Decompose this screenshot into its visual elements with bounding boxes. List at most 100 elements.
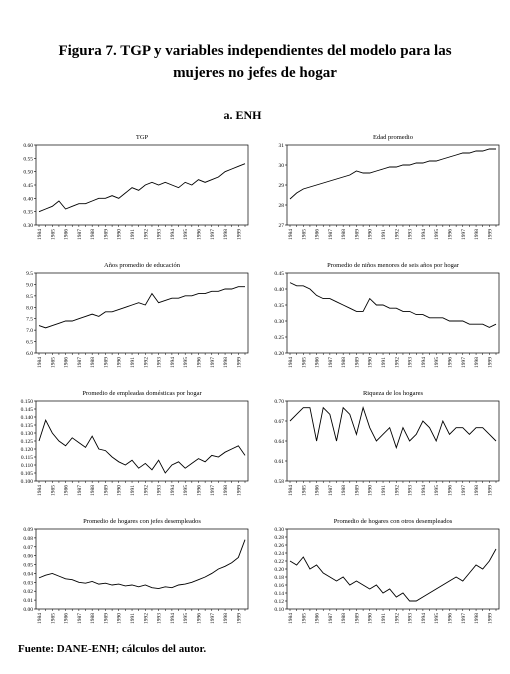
x-tick-label: 1985 xyxy=(50,229,56,240)
y-tick-label: 0.145 xyxy=(21,407,34,413)
y-tick-label: 0.61 xyxy=(274,459,284,465)
data-line xyxy=(38,539,246,590)
x-tick-label: 1999 xyxy=(236,485,242,496)
plot-frame xyxy=(35,272,249,354)
data-line xyxy=(289,148,496,200)
x-tick-label: 1998 xyxy=(223,229,229,240)
x-tick-label: 1994 xyxy=(170,357,176,368)
x-tick-label: 1989 xyxy=(354,357,360,368)
y-tick-label: 0.35 xyxy=(23,210,33,216)
x-tick-label: 1984 xyxy=(288,613,294,624)
y-tick-label: 0.58 xyxy=(274,479,284,485)
x-tick-label: 1999 xyxy=(487,613,493,624)
x-tick-label: 1995 xyxy=(183,357,189,368)
x-tick-label: 1996 xyxy=(196,229,202,240)
y-tick-label: 0.135 xyxy=(21,423,34,429)
y-tick-label: 0.26 xyxy=(274,543,284,549)
y-tick-label: 0.08 xyxy=(23,536,33,542)
y-tick-label: 0.70 xyxy=(274,399,284,405)
x-tick-label: 1995 xyxy=(434,485,440,496)
x-tick-label: 1991 xyxy=(130,613,136,624)
chart-title: Promedio de empleadas domésticas por hog… xyxy=(82,390,202,397)
x-tick-label: 1984 xyxy=(37,357,43,368)
data-line xyxy=(38,286,245,329)
x-tick-label: 1984 xyxy=(37,485,43,496)
chart-title: Promedio de hogares con jefes desemplead… xyxy=(83,518,201,525)
y-tick-label: 0.16 xyxy=(274,583,284,589)
figure-title: Figura 7. TGP y variables independientes… xyxy=(58,43,452,81)
plot-frame xyxy=(35,400,249,482)
data-line xyxy=(38,163,246,213)
y-tick-label: 0.12 xyxy=(274,599,284,605)
x-tick-label: 1987 xyxy=(77,613,83,624)
x-tick-label: 1990 xyxy=(117,357,123,368)
x-tick-label: 1991 xyxy=(381,613,387,624)
y-tick-label: 0.115 xyxy=(21,455,33,461)
x-tick-label: 1993 xyxy=(157,357,163,368)
x-tick-label: 1985 xyxy=(301,357,307,368)
x-tick-label: 1990 xyxy=(368,229,374,240)
chart-title: Promedio de hogares con otros desemplead… xyxy=(334,518,453,525)
chart: Riqueza de los hogares 0.58 0.61 0.64 0.67 0.… xyxy=(274,390,500,496)
y-tick-label: 0.105 xyxy=(21,471,34,477)
x-tick-label: 1985 xyxy=(301,485,307,496)
y-tick-label: 0.10 xyxy=(274,607,284,613)
y-tick-label: 0.125 xyxy=(21,439,34,445)
x-tick-label: 1998 xyxy=(474,485,480,496)
x-tick-label: 1984 xyxy=(37,229,43,240)
y-tick-label: 27 xyxy=(279,223,285,229)
data-line xyxy=(289,548,497,602)
x-tick-label: 1989 xyxy=(103,357,109,368)
x-tick-label: 1985 xyxy=(50,613,56,624)
x-tick-label: 1994 xyxy=(170,613,176,624)
x-tick-label: 1988 xyxy=(90,357,96,368)
x-tick-label: 1986 xyxy=(315,613,321,624)
charts: TGP 0.30 0.35 0.40 0.45 0.50 0.55 0.60 1984 1985 1… xyxy=(21,134,500,624)
x-tick-label: 1987 xyxy=(328,485,334,496)
chart: Promedio de hogares con otros desemplead… xyxy=(274,518,500,624)
chart-title: Promedio de niños menores de seis años p… xyxy=(327,262,460,269)
x-tick-label: 1998 xyxy=(474,229,480,240)
x-tick-label: 1988 xyxy=(90,229,96,240)
x-tick-label: 1993 xyxy=(157,613,163,624)
y-tick-label: 0.60 xyxy=(23,143,33,149)
x-tick-label: 1998 xyxy=(223,613,229,624)
x-tick-label: 1986 xyxy=(315,229,321,240)
x-tick-label: 1988 xyxy=(341,485,347,496)
x-tick-label: 1995 xyxy=(434,613,440,624)
x-tick-label: 1996 xyxy=(447,485,453,496)
x-tick-label: 1992 xyxy=(394,613,400,624)
y-tick-label: 7.5 xyxy=(26,317,33,323)
chart: Años promedio de educación 6.0 6.5 7.0 7.5 8.… xyxy=(26,262,249,368)
x-tick-label: 1988 xyxy=(341,357,347,368)
y-tick-label: 0.150 xyxy=(21,399,34,405)
y-tick-label: 29 xyxy=(279,183,285,189)
chart-title: Edad promedio xyxy=(373,134,413,141)
x-tick-label: 1989 xyxy=(103,613,109,624)
y-tick-label: 0.02 xyxy=(23,589,33,595)
x-tick-label: 1995 xyxy=(183,229,189,240)
x-tick-label: 1987 xyxy=(77,485,83,496)
x-tick-label: 1997 xyxy=(461,613,467,624)
x-tick-label: 1988 xyxy=(341,613,347,624)
y-tick-label: 0.06 xyxy=(23,554,33,560)
y-tick-label: 0.07 xyxy=(23,545,33,551)
plot-frame xyxy=(286,528,500,610)
x-tick-label: 1999 xyxy=(487,357,493,368)
x-tick-label: 1994 xyxy=(421,485,427,496)
y-tick-label: 0.64 xyxy=(274,439,284,445)
x-tick-label: 1990 xyxy=(368,357,374,368)
y-tick-label: 0.20 xyxy=(274,567,284,573)
x-tick-label: 1984 xyxy=(288,229,294,240)
chart-title: TGP xyxy=(136,134,149,141)
x-tick-label: 1998 xyxy=(223,357,229,368)
y-tick-label: 0.45 xyxy=(23,183,33,189)
chart: Promedio de niños menores de seis años p… xyxy=(274,262,500,368)
y-tick-label: 0.140 xyxy=(21,415,34,421)
x-tick-label: 1996 xyxy=(196,613,202,624)
y-tick-label: 0.30 xyxy=(23,223,33,229)
chart: Promedio de empleadas domésticas por hog… xyxy=(21,390,249,496)
x-tick-label: 1986 xyxy=(64,485,70,496)
x-tick-label: 1999 xyxy=(236,357,242,368)
